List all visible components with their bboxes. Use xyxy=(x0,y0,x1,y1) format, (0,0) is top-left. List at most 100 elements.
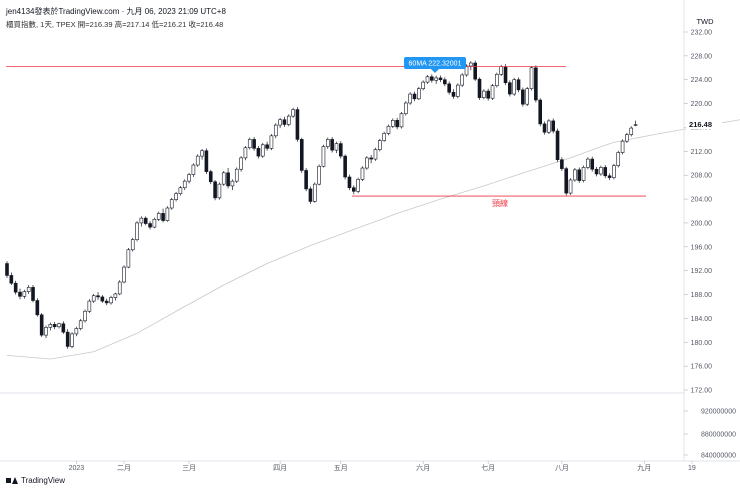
candle xyxy=(460,73,464,87)
time-tick-label: 2023 xyxy=(69,465,85,472)
annotations: 頸線 60MA 222.32001 xyxy=(6,57,646,208)
volume-axis[interactable]: 920000000 880000000 840000000 xyxy=(684,409,736,460)
candle xyxy=(620,139,625,155)
candle-body-up xyxy=(421,81,425,89)
candle-body-down xyxy=(607,175,612,178)
candle xyxy=(408,92,412,105)
candle-body-up xyxy=(378,140,382,150)
candle xyxy=(195,154,200,167)
time-axis[interactable]: 2023 二月 三月 四月 五月 六月 七月 八月 九月 19 xyxy=(69,461,696,472)
candle-body-down xyxy=(473,62,477,80)
price-tick-label: 188.00 xyxy=(691,292,713,299)
candle xyxy=(473,60,477,81)
candle xyxy=(191,163,196,177)
candle-body-up xyxy=(230,180,235,187)
ma-label-box xyxy=(404,57,466,69)
candle-body-up xyxy=(169,199,174,209)
candle-body-down xyxy=(542,123,547,133)
candle-body-down xyxy=(555,130,560,160)
candle xyxy=(217,182,222,200)
candle xyxy=(616,150,621,168)
candle xyxy=(382,131,386,142)
candle xyxy=(65,329,70,349)
candle xyxy=(482,89,486,100)
candle xyxy=(551,118,556,134)
candle-body-down xyxy=(31,287,35,301)
candle xyxy=(139,216,144,227)
candle xyxy=(447,81,451,95)
candle xyxy=(555,128,560,163)
candle-body-up xyxy=(200,150,204,157)
candle-body-up xyxy=(382,133,386,141)
candle-body-down xyxy=(299,139,304,171)
candle xyxy=(57,322,61,329)
time-tick-label: 七月 xyxy=(481,463,495,472)
candle-body-up xyxy=(273,124,278,137)
candle xyxy=(165,206,170,222)
candle-body-down xyxy=(508,82,512,95)
candle-body-down xyxy=(295,109,300,140)
candle-body-up xyxy=(187,174,191,182)
candle-body-up xyxy=(325,139,330,147)
price-tick-label: 208.00 xyxy=(691,173,713,180)
candle xyxy=(529,66,534,91)
candle-body-up xyxy=(404,102,408,115)
candle-body-down xyxy=(560,159,564,169)
candle-body-up xyxy=(512,79,516,95)
candle-body-up xyxy=(425,76,430,83)
candle xyxy=(126,247,131,269)
candle xyxy=(135,221,139,242)
candle xyxy=(282,116,287,127)
candle xyxy=(330,137,334,153)
candle-body-up xyxy=(182,180,187,189)
price-pane[interactable] xyxy=(5,60,740,360)
candle xyxy=(360,166,365,182)
candle-body-down xyxy=(13,282,18,293)
candle xyxy=(299,137,304,173)
candle-body-up xyxy=(499,66,503,75)
candle-body-up xyxy=(573,169,577,181)
candle xyxy=(417,86,421,101)
candle xyxy=(317,164,321,186)
last-price-label: 216.48 xyxy=(689,120,712,129)
candle-body-up xyxy=(360,167,365,180)
candle-body-up xyxy=(70,333,74,347)
price-tick-label: 228.00 xyxy=(691,53,713,60)
candle-body-down xyxy=(148,223,152,228)
time-tick-label: 四月 xyxy=(273,464,287,472)
candle xyxy=(295,107,300,142)
candle xyxy=(26,284,31,294)
candle-body-up xyxy=(109,297,113,304)
candle-body-up xyxy=(126,249,131,268)
candle xyxy=(44,325,48,339)
candle-body-up xyxy=(408,93,412,104)
brand-name: TradingView xyxy=(21,476,66,485)
candle-body-down xyxy=(96,295,100,298)
candle xyxy=(594,166,599,177)
candle-body-up xyxy=(139,217,144,224)
candle xyxy=(122,265,126,284)
candle xyxy=(48,322,53,331)
candle-body-down xyxy=(226,172,230,187)
candle xyxy=(430,74,434,83)
candle xyxy=(599,165,603,176)
candle xyxy=(117,280,122,296)
price-tick-label: 172.00 xyxy=(691,388,713,395)
candle xyxy=(343,154,347,180)
candle xyxy=(421,80,425,91)
candle xyxy=(22,289,27,299)
candle-body-up xyxy=(629,127,634,135)
price-axis[interactable]: 232.00228.00224.00220.00216.00212.00208.… xyxy=(684,30,722,395)
candle xyxy=(542,121,547,135)
footer-brand[interactable]: TradingView xyxy=(6,476,65,485)
ma60-line xyxy=(6,119,740,360)
candle xyxy=(152,217,157,229)
candle xyxy=(603,165,608,179)
candle xyxy=(395,117,399,130)
ohlc-high: 高=217.14 xyxy=(114,20,150,29)
price-tick-label: 212.00 xyxy=(691,149,713,156)
candle-body-down xyxy=(430,76,434,81)
currency-label: TWD xyxy=(696,17,714,26)
candle-body-up xyxy=(365,157,369,169)
